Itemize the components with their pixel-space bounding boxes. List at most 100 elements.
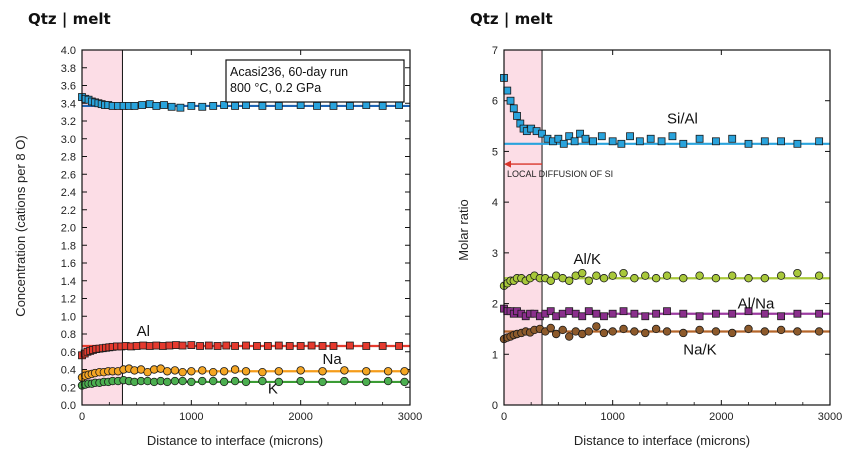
point-al xyxy=(378,342,387,350)
point-si xyxy=(187,102,196,110)
y-tick-label: 2 xyxy=(492,299,498,311)
y-tick-label: 2.0 xyxy=(61,223,76,235)
point-si-al xyxy=(513,112,521,120)
point-k xyxy=(219,377,229,387)
annotation-frame xyxy=(225,59,405,103)
point-si-al xyxy=(597,132,606,141)
diffusion-arrow: LOCAL DIFFUSION OF SI xyxy=(504,160,613,179)
point-al-na xyxy=(584,307,593,316)
point-si xyxy=(345,102,354,110)
point-na xyxy=(362,367,371,376)
left-ticks: 0.0 0.2 0.4 0.6 0.8 1.0 1.2 1.4 1.6 1.8 2.0 2.2 2.4 2… xyxy=(61,45,423,423)
point-si-al xyxy=(576,129,584,138)
point-na xyxy=(170,366,180,375)
right-xlabel: Distance to interface (microns) xyxy=(574,433,750,448)
point-al xyxy=(152,341,161,350)
point-si-al xyxy=(712,137,720,146)
point-na-k xyxy=(651,324,661,334)
annotation-line-1: Acasi236, 60-day run xyxy=(230,65,348,79)
point-al xyxy=(145,342,154,350)
point-al-k xyxy=(584,276,593,285)
point-al-na xyxy=(592,309,601,318)
point-al-na xyxy=(546,307,555,316)
point-al-k xyxy=(744,274,753,283)
point-al xyxy=(296,342,305,350)
point-al-na xyxy=(760,309,769,318)
x-tick-label: 3000 xyxy=(818,411,842,423)
point-si-al xyxy=(777,137,785,146)
left-panel: Qtz | melt 0.0 0.2 0.4 0.6 0.8 1.0 1.2 1.4 1.6 1.… xyxy=(13,10,422,448)
point-al-na xyxy=(777,312,785,321)
point-na-k xyxy=(641,328,650,338)
point-al-k xyxy=(711,274,721,283)
point-al xyxy=(253,342,261,350)
point-si-al xyxy=(744,139,753,148)
y-tick-label: 0.8 xyxy=(61,329,76,341)
point-si xyxy=(258,102,267,110)
point-al-na xyxy=(663,307,671,316)
point-si-al xyxy=(793,139,802,148)
point-al-k xyxy=(630,274,639,283)
point-al-na xyxy=(630,309,639,318)
point-al xyxy=(178,341,187,350)
point-si-al xyxy=(668,132,677,141)
right-panel: Qtz | melt 0 1 2 3 4 5 6 7 0 1000 2000 3000 Si/Al Al… xyxy=(456,10,842,448)
series-label-al: Al xyxy=(137,323,150,340)
point-k xyxy=(274,377,283,387)
arrow-label: LOCAL DIFFUSION OF SI xyxy=(507,169,613,179)
point-si xyxy=(138,101,147,109)
point-al-k xyxy=(651,274,661,283)
point-k xyxy=(208,376,218,386)
point-al xyxy=(329,342,338,350)
point-k xyxy=(318,377,327,387)
y-tick-label: 3.6 xyxy=(61,81,76,93)
point-al xyxy=(139,341,148,350)
point-na-k xyxy=(592,322,601,331)
series-label-al-k: Al/K xyxy=(574,251,602,268)
point-na xyxy=(400,367,409,376)
y-tick-label: 2.2 xyxy=(61,205,76,217)
right-heading: Qtz | melt xyxy=(470,10,553,29)
point-na-k xyxy=(711,327,721,336)
y-tick-label: 0.2 xyxy=(61,382,76,394)
point-al-k xyxy=(608,271,617,280)
right-ylabel: Molar ratio xyxy=(456,199,471,260)
point-si-al xyxy=(760,137,769,146)
y-tick-label: 3.4 xyxy=(61,98,76,110)
point-al xyxy=(172,341,180,349)
point-k xyxy=(187,377,196,387)
point-al-na xyxy=(578,312,587,321)
point-na xyxy=(383,367,393,376)
point-na-k xyxy=(760,327,769,336)
point-al-k xyxy=(793,268,802,278)
y-tick-label: 3 xyxy=(492,248,498,260)
y-tick-label: 3.0 xyxy=(61,134,76,146)
point-k xyxy=(383,376,393,386)
annotation-line-2: 800 °C, 0.2 GPa xyxy=(230,81,321,95)
point-al-na xyxy=(652,309,661,318)
point-al-na xyxy=(608,309,617,318)
point-na xyxy=(208,367,218,377)
point-al xyxy=(318,342,327,350)
point-si-al xyxy=(506,96,515,105)
point-si-al xyxy=(554,134,563,143)
point-si-al xyxy=(538,129,546,138)
y-tick-label: 2.4 xyxy=(61,187,76,199)
point-na-k xyxy=(630,327,639,336)
point-si-al xyxy=(570,137,579,146)
point-na-k xyxy=(584,327,593,336)
point-na-k xyxy=(793,327,802,336)
point-al-k xyxy=(776,271,786,280)
point-na xyxy=(274,367,283,376)
y-tick-label: 1.6 xyxy=(61,258,76,270)
point-na-k xyxy=(551,329,561,339)
point-al-k xyxy=(814,271,824,280)
point-al-k xyxy=(592,271,601,280)
point-na-k xyxy=(546,323,555,333)
point-na xyxy=(187,367,196,376)
series-label-na: Na xyxy=(323,351,343,368)
x-tick-label: 3000 xyxy=(398,411,422,423)
point-si xyxy=(231,102,239,110)
left-xlabel: Distance to interface (microns) xyxy=(147,433,323,448)
